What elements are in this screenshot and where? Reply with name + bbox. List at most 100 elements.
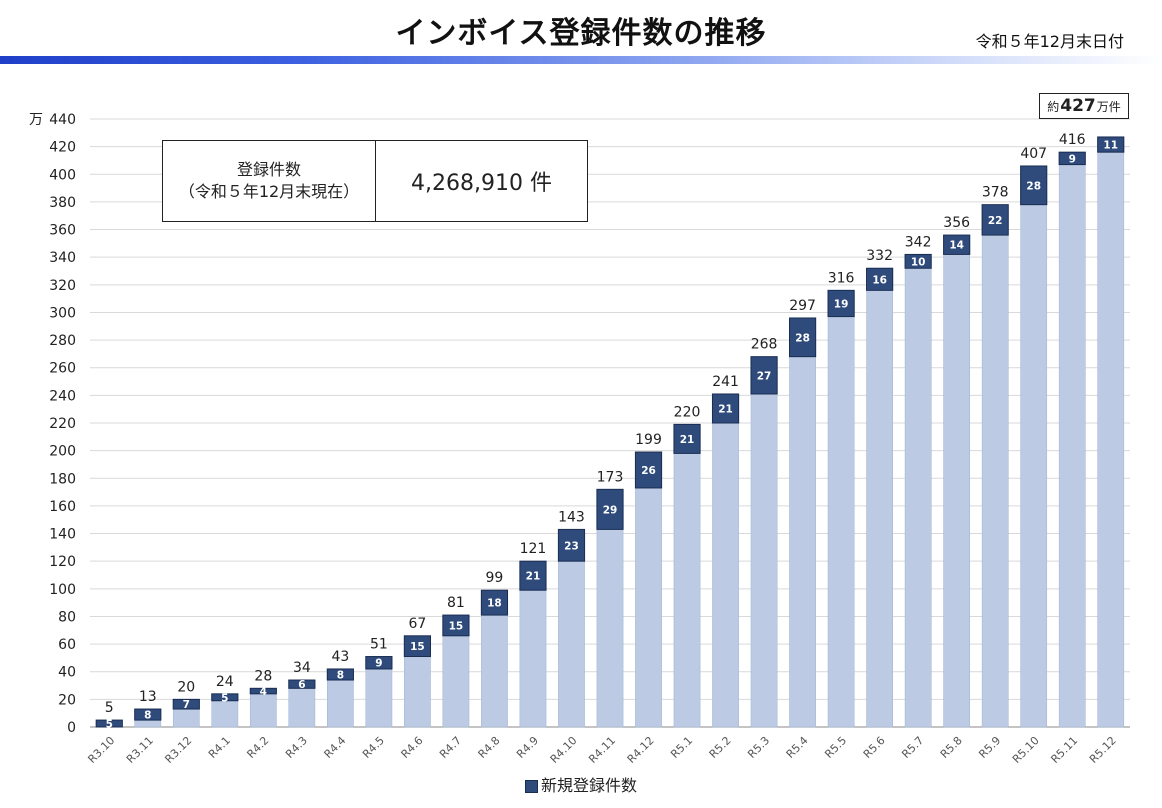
bar-total-label: 51	[370, 637, 388, 653]
total-callout-prefix: 約	[1047, 100, 1060, 114]
bar-cumulative	[827, 316, 855, 728]
bar-cumulative	[172, 708, 200, 728]
bar-new-label: 4	[260, 686, 267, 698]
y-tick-label: 440	[49, 112, 76, 128]
y-tick-label: 100	[49, 582, 76, 598]
bar-cumulative	[327, 679, 354, 728]
bar-new-label: 5	[106, 719, 113, 731]
x-tick-label: R5.10	[1010, 734, 1042, 766]
bar-new-label: 11	[1103, 140, 1118, 152]
x-tick-label: R5.2	[707, 734, 734, 761]
bar-cumulative	[750, 393, 778, 728]
x-tick-label: R4.6	[399, 734, 426, 761]
y-tick-label: 80	[58, 609, 76, 625]
y-tick-label: 260	[49, 361, 76, 377]
bar-new	[557, 528, 586, 562]
x-tick-label: R3.11	[124, 734, 156, 766]
bar-new-label: 10	[911, 256, 926, 268]
legend-swatch	[524, 780, 538, 793]
y-tick-label: 0	[67, 720, 76, 736]
bar-new-label: 18	[487, 598, 502, 610]
summary-label: 登録件数 （令和５年12月末現在）	[163, 141, 376, 221]
bar-new-label: 6	[298, 679, 305, 691]
bar-cumulative	[1020, 204, 1048, 728]
y-tick-label: 20	[58, 692, 76, 708]
x-tick-label: R5.3	[745, 734, 772, 761]
x-tick-label: R4.8	[476, 734, 503, 761]
x-tick-label: R4.12	[625, 734, 657, 766]
page-title: インボイス登録件数の推移	[395, 16, 767, 51]
total-callout-number: 427	[1060, 96, 1096, 116]
x-tick-label: R4.10	[548, 734, 580, 766]
bar-new	[365, 656, 393, 670]
bar-cumulative	[981, 234, 1009, 728]
bar-total-label: 34	[293, 660, 311, 676]
x-tick-label: R5.4	[784, 734, 811, 761]
bar-new-label: 21	[718, 403, 733, 415]
bar-new	[211, 693, 239, 702]
bar-new-label: 15	[449, 620, 464, 632]
y-tick-label: 280	[49, 333, 76, 349]
y-tick-label: 200	[49, 444, 76, 460]
x-tick-label: R4.9	[514, 734, 541, 761]
bar-new	[403, 635, 432, 658]
bar-new-label: 15	[410, 641, 425, 653]
bar-new-label: 9	[1069, 153, 1076, 165]
x-tick-label: R5.6	[861, 734, 888, 761]
bar-cumulative	[1097, 151, 1125, 728]
bar-new-label: 21	[526, 571, 541, 583]
bar-total-label: 121	[520, 541, 547, 557]
bar-new	[480, 589, 509, 616]
bar-new	[827, 289, 855, 318]
y-tick-label: 380	[49, 195, 76, 211]
x-tick-label: R5.7	[899, 734, 926, 761]
bar-total-label: 67	[408, 616, 426, 632]
bar-new	[904, 253, 932, 269]
bar-cumulative	[943, 254, 971, 728]
bar-new-label: 22	[988, 215, 1003, 227]
x-tick-label: R5.9	[976, 734, 1003, 761]
y-tick-label: 340	[49, 250, 76, 266]
bar-cumulative	[211, 700, 239, 728]
chart-legend: 新規登録件数	[0, 772, 1162, 796]
bar-new	[711, 393, 740, 424]
bar-cumulative	[904, 267, 932, 728]
bar-new	[95, 719, 123, 728]
bar-total-label: 378	[982, 185, 1009, 201]
bar-cumulative	[789, 356, 816, 728]
summary-value: 4,268,910 件	[411, 171, 552, 196]
y-tick-label: 320	[49, 278, 76, 294]
x-tick-label: R3.10	[85, 734, 117, 766]
y-tick-label: 140	[49, 527, 76, 543]
total-callout: 約 427 万件	[1039, 93, 1129, 119]
x-tick-label: R4.11	[586, 734, 618, 766]
y-tick-label: 60	[58, 637, 76, 653]
bar-total-label: 81	[447, 595, 465, 611]
x-tick-label: R4.5	[360, 734, 387, 761]
bar-new-label: 21	[680, 434, 695, 446]
bar-cumulative	[1058, 164, 1086, 728]
bar-total-label: 297	[789, 298, 816, 314]
y-unit-label: 万	[29, 112, 43, 128]
bar-cumulative	[673, 453, 701, 728]
bar-total-label: 342	[905, 234, 932, 250]
bar-new-label: 7	[183, 699, 190, 711]
bar-total-label: 24	[216, 674, 234, 690]
bar-cumulative	[404, 656, 431, 728]
bar-cumulative	[442, 635, 470, 728]
bar-cumulative	[596, 529, 624, 728]
bar-new-label: 16	[872, 274, 887, 286]
bar-new	[596, 488, 624, 530]
bar-cumulative	[365, 668, 393, 728]
bar-new	[519, 560, 547, 591]
bar-cumulative	[288, 688, 316, 728]
bar-new-label: 29	[603, 504, 618, 516]
bar-total-label: 173	[597, 469, 624, 485]
legend-label: 新規登録件数	[540, 776, 637, 795]
y-tick-label: 160	[49, 499, 76, 515]
bar-total-label: 43	[331, 649, 349, 665]
bar-cumulative	[481, 614, 508, 728]
bar-new	[172, 698, 200, 710]
y-tick-label: 400	[49, 167, 76, 183]
x-tick-label: R4.1	[206, 734, 233, 761]
